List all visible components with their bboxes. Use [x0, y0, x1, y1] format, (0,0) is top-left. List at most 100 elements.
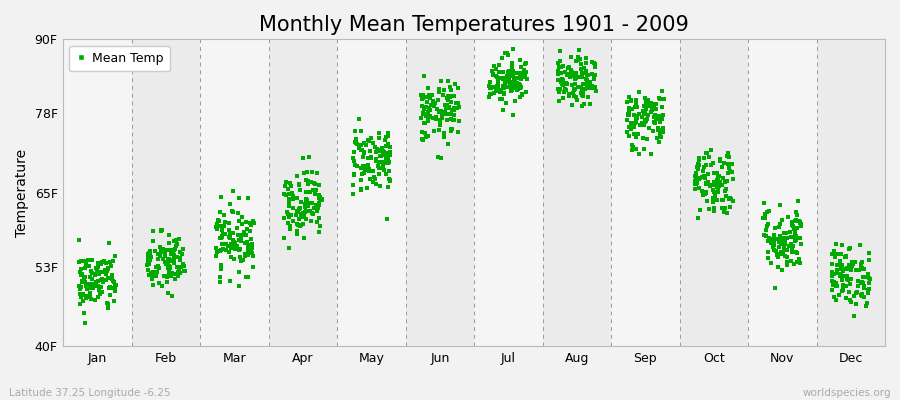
Point [242, 250, 256, 256]
Point [228, 240, 242, 246]
Point [788, 228, 802, 234]
Point [857, 294, 871, 300]
Point [554, 78, 568, 84]
Point [777, 245, 791, 252]
Point [209, 224, 223, 230]
Point [691, 166, 706, 172]
Point [794, 241, 808, 248]
Point [793, 220, 807, 226]
Point [788, 209, 803, 215]
Point [567, 93, 581, 99]
Point [296, 212, 310, 219]
Point [774, 248, 788, 255]
Point [171, 273, 185, 280]
Point [160, 256, 175, 262]
Point [418, 111, 432, 118]
Point [232, 218, 247, 224]
Point [307, 181, 321, 188]
Point [842, 266, 857, 272]
Point [699, 188, 714, 195]
Point [362, 168, 376, 174]
Point [77, 275, 92, 281]
Point [837, 266, 851, 272]
Point [368, 176, 382, 182]
Point [175, 251, 189, 257]
Point [509, 86, 524, 93]
Point [827, 280, 842, 286]
Point [220, 243, 235, 249]
Point [482, 93, 497, 100]
Point [579, 76, 593, 82]
Point [487, 90, 501, 96]
Point [651, 127, 665, 134]
Point [361, 162, 375, 168]
Point [847, 292, 861, 299]
Point [571, 54, 585, 60]
Point [96, 257, 111, 264]
Point [381, 156, 395, 162]
Bar [680, 39, 748, 346]
Point [710, 184, 724, 191]
Point [430, 106, 445, 112]
Point [502, 68, 517, 74]
Point [688, 181, 702, 188]
Point [764, 260, 778, 266]
Point [790, 258, 805, 265]
Point [214, 246, 229, 253]
Point [581, 84, 596, 90]
Point [71, 259, 86, 265]
Point [707, 170, 722, 176]
Point [637, 95, 652, 101]
Point [703, 182, 717, 189]
Point [513, 76, 527, 82]
Point [310, 218, 325, 225]
Point [562, 64, 576, 71]
Point [699, 198, 714, 204]
Point [94, 276, 109, 282]
Point [825, 278, 840, 284]
Point [141, 266, 156, 273]
Point [222, 278, 237, 284]
Text: Latitude 37.25 Longitude -6.25: Latitude 37.25 Longitude -6.25 [9, 388, 171, 398]
Point [513, 94, 527, 100]
Point [83, 292, 97, 299]
Point [158, 260, 173, 266]
Point [498, 84, 512, 91]
Point [417, 106, 431, 112]
Point [348, 138, 363, 145]
Point [854, 279, 868, 286]
Point [706, 179, 721, 186]
Point [761, 238, 776, 244]
Point [149, 264, 164, 270]
Point [104, 276, 119, 282]
Point [302, 154, 317, 160]
Point [377, 149, 392, 155]
Point [422, 105, 436, 111]
Point [423, 94, 437, 101]
Point [585, 59, 599, 65]
Point [824, 272, 839, 278]
Point [380, 150, 394, 156]
Point [492, 96, 507, 102]
Point [760, 223, 775, 229]
Point [426, 115, 440, 121]
Point [417, 120, 431, 126]
Point [518, 73, 532, 80]
Point [379, 160, 393, 166]
Point [348, 139, 363, 145]
Point [571, 84, 585, 90]
Point [723, 195, 737, 202]
Point [81, 257, 95, 264]
Point [688, 171, 703, 178]
Point [169, 242, 184, 249]
Point [445, 106, 459, 113]
Point [691, 214, 706, 221]
Point [769, 236, 783, 242]
Bar [338, 39, 406, 346]
Point [76, 291, 90, 297]
Point [587, 74, 601, 81]
Point [625, 120, 639, 126]
Point [84, 296, 98, 302]
Point [507, 80, 521, 87]
Point [719, 192, 733, 199]
